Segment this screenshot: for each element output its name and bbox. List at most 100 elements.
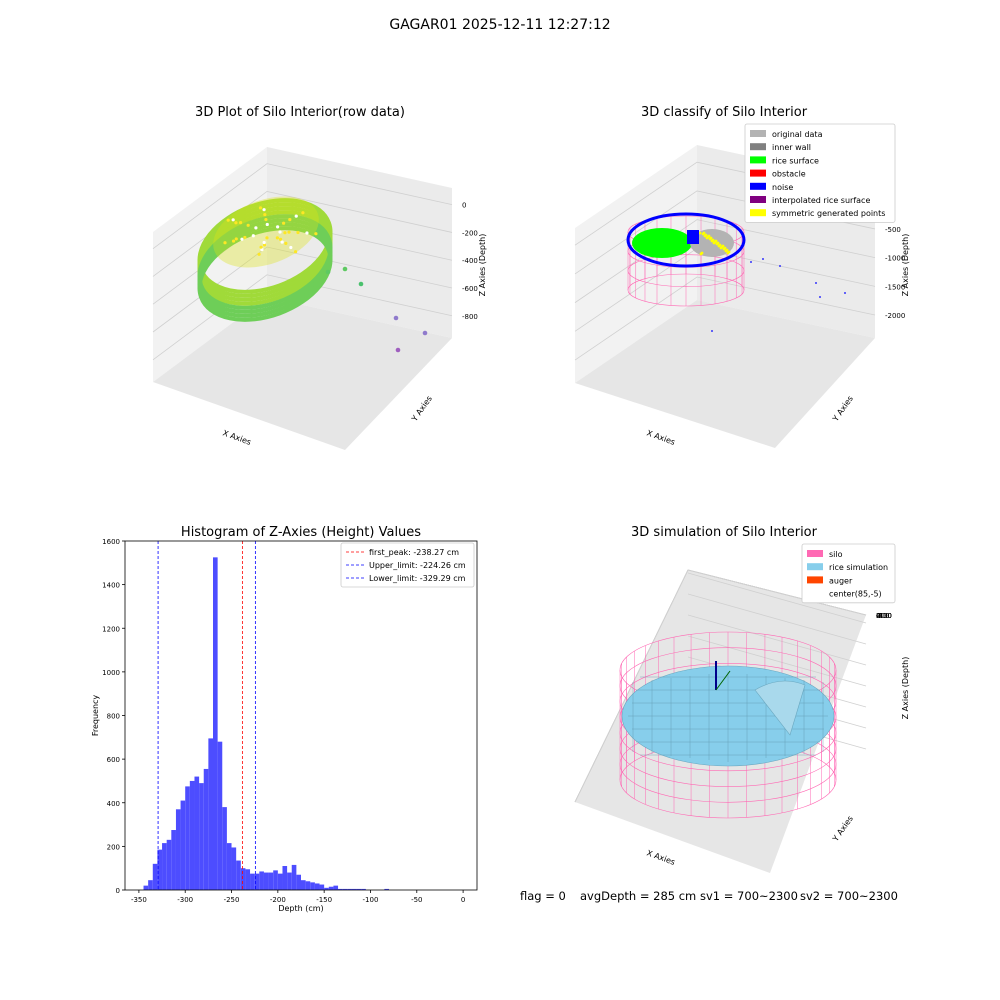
x-tick-label: 200	[0, 0, 7, 2]
histogram-bar	[277, 873, 283, 890]
histogram-bar	[324, 887, 329, 890]
y-tick-label: 400	[107, 800, 120, 808]
pane-floor	[575, 300, 875, 448]
data-point	[265, 222, 269, 227]
y-tick-label: 400	[0, 0, 13, 2]
histogram-bar	[245, 869, 251, 890]
grid-line-wall	[687, 614, 867, 666]
histogram-bar	[222, 807, 227, 890]
data-point	[262, 208, 266, 212]
y-tick-label: 600	[107, 756, 120, 764]
y-tick-label: 0	[116, 887, 120, 895]
z-axis-label: Z Axies (Depth)	[901, 657, 910, 720]
legend-label: interpolated rice surface	[772, 196, 870, 205]
grid-line-wall	[687, 593, 867, 645]
data-point	[325, 269, 331, 275]
histogram-bar	[236, 860, 241, 890]
chart-title: 3D Plot of Silo Interior(row data)	[195, 105, 405, 120]
grid-line-z	[574, 219, 876, 303]
x-axis-label: X Axies	[221, 428, 252, 447]
data-point	[305, 231, 309, 235]
data-point	[264, 217, 268, 222]
grid-line-z	[574, 276, 876, 361]
x-tick-label: 1000	[0, 0, 9, 2]
y-axis-label: Frequency	[91, 695, 100, 737]
x-tick-label: 0	[461, 896, 465, 904]
grid-line-wall	[687, 635, 867, 687]
rice-surface	[632, 228, 692, 258]
y-axis-label: Y Axies	[830, 814, 855, 844]
z-tick-label: -800	[876, 612, 892, 620]
symmetric-point	[727, 250, 731, 254]
legend-label: auger	[829, 576, 853, 585]
histogram-bar	[287, 872, 292, 890]
histogram-bar	[314, 883, 320, 890]
histogram-bar	[268, 872, 274, 890]
y-tick-label: -600	[0, 0, 16, 2]
histogram-bar	[166, 839, 172, 890]
data-ring	[197, 226, 333, 322]
grid-line-z	[152, 163, 453, 249]
data-point	[234, 237, 238, 241]
x-tick-label: -300	[177, 896, 193, 904]
data-point	[280, 240, 284, 244]
x-tick-label: 2000	[0, 0, 9, 2]
legend	[340, 542, 475, 588]
data-point	[288, 218, 292, 222]
pane-floor	[153, 297, 452, 450]
legend-label: obstacle	[772, 170, 806, 179]
x-tick-label: 0	[0, 0, 2, 2]
y-tick-label: -200	[0, 0, 16, 2]
legend-swatch	[750, 143, 766, 151]
histogram-bar	[250, 873, 255, 890]
legend-label: symmetric generated points	[772, 209, 885, 218]
data-point	[251, 234, 255, 238]
x-tick-label: 0	[0, 0, 2, 2]
y-tick-label: 1400	[102, 582, 120, 590]
histogram-bar	[203, 768, 209, 890]
symmetric-point	[702, 231, 706, 235]
z-tick-label: -500	[885, 226, 901, 234]
histogram-bar	[208, 738, 213, 890]
histogram-bar	[226, 843, 232, 890]
legend-label: center(85,-5)	[829, 590, 882, 599]
z-tick-label: -2000	[885, 312, 905, 320]
data-point	[234, 221, 238, 225]
x-tick-label: 1500	[0, 0, 9, 2]
z-tick-label: 0	[876, 612, 880, 620]
y-tick-label: -1000	[0, 0, 20, 2]
data-point	[260, 248, 264, 252]
chart-title: 3D simulation of Silo Interior	[631, 525, 818, 540]
figure-title: GAGAR01 2025-12-11 12:27:12	[389, 17, 611, 33]
legend	[801, 543, 896, 604]
data-point	[254, 226, 258, 230]
symmetric-point	[707, 234, 711, 238]
data-point	[263, 213, 267, 217]
symmetric-point	[698, 231, 702, 235]
x-tick-label: -100	[363, 896, 379, 904]
z-tick-label: 0	[462, 202, 466, 210]
symmetric-point	[709, 236, 713, 240]
legend	[744, 123, 896, 223]
x-tick-label: -200	[0, 0, 8, 2]
y-tick-label: 200	[107, 843, 120, 851]
x-tick-label: 0	[0, 0, 2, 2]
x-tick-label: -250	[224, 896, 240, 904]
histogram-bar	[254, 873, 260, 890]
data-point	[231, 239, 236, 243]
symmetric-point	[704, 233, 708, 237]
symmetric-point	[723, 246, 727, 250]
z-axis-label: Z Axies (Depth)	[478, 234, 487, 297]
data-point	[342, 266, 348, 272]
histogram-bar	[240, 868, 246, 890]
z-tick-label: -400	[876, 612, 892, 620]
x-tick-label: -50	[411, 896, 422, 904]
histogram-bar	[259, 871, 264, 890]
z-tick-label: -800	[462, 313, 478, 321]
y-tick-label: 1200	[102, 625, 120, 633]
legend-swatch	[750, 169, 766, 177]
noise-point	[750, 261, 752, 263]
histogram-bar	[273, 870, 278, 890]
chart-title: Histogram of Z-Axies (Height) Values	[181, 525, 421, 540]
histogram-bar	[185, 786, 190, 890]
